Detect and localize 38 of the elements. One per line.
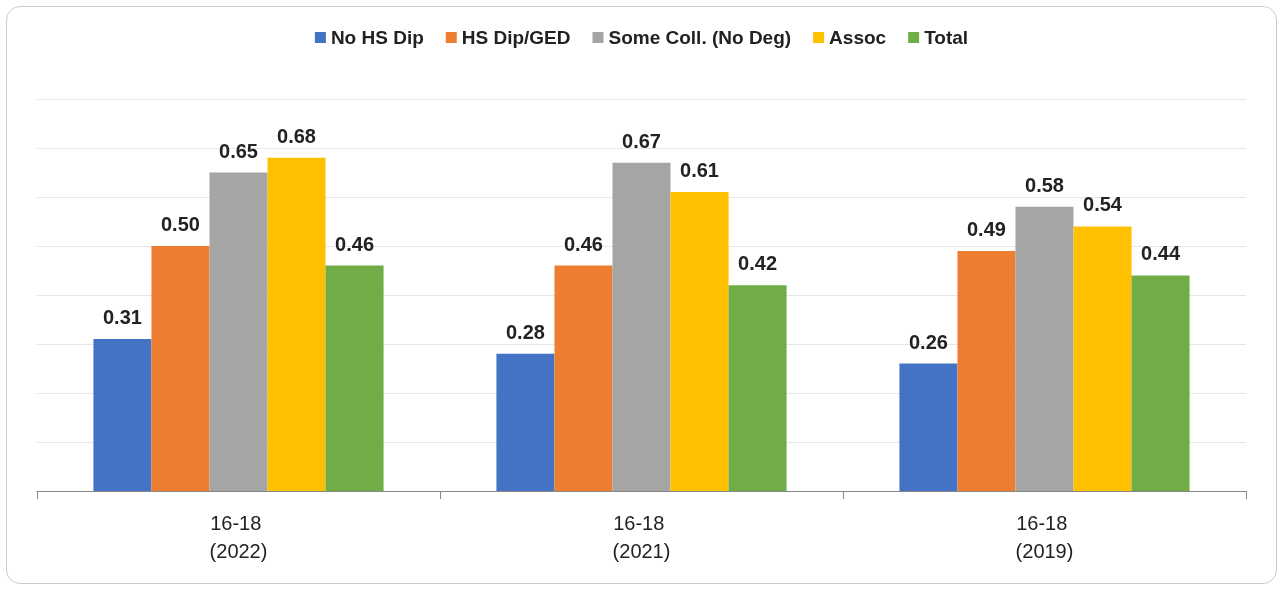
- data-label: 0.31: [102, 306, 142, 329]
- legend-label: No HS Dip: [330, 27, 424, 48]
- data-label: 0.46: [335, 232, 375, 255]
- legend-label: HS Dip/GED: [461, 27, 571, 48]
- bar: [267, 157, 326, 491]
- x-tick-label: 16-18 (2021): [612, 512, 671, 562]
- data-label: 0.58: [1025, 173, 1064, 196]
- bar: [1015, 206, 1074, 491]
- bar: [899, 363, 958, 491]
- data-label: 0.65: [219, 139, 258, 162]
- x-tick-label: 16-18 (2022): [209, 512, 268, 562]
- bar: [496, 353, 555, 491]
- data-label: 0.46: [564, 232, 603, 255]
- data-label: 0.50: [161, 213, 200, 235]
- data-label: 0.68: [277, 124, 316, 147]
- x-tick-label: 16-18 (2019): [1015, 512, 1074, 562]
- bar: [151, 246, 210, 491]
- data-label: 0.26: [908, 330, 948, 353]
- bar: [957, 250, 1016, 491]
- legend-label: Some Coll. (No Deg): [608, 27, 792, 48]
- bar: [209, 172, 268, 491]
- bar: [325, 265, 384, 491]
- bar: [1131, 275, 1190, 491]
- data-label: 0.61: [680, 159, 719, 182]
- data-label: 0.42: [738, 252, 778, 275]
- legend-label: Assoc: [829, 27, 887, 48]
- bar: [554, 265, 613, 491]
- data-label: 0.28: [505, 320, 545, 343]
- data-label: 0.49: [967, 217, 1006, 240]
- bar: [728, 285, 787, 491]
- bar: [1073, 226, 1132, 491]
- data-label: 0.67: [622, 129, 661, 152]
- legend-label: Total: [924, 27, 969, 48]
- data-label: 0.54: [1083, 193, 1123, 216]
- bar: [93, 339, 152, 491]
- bar: [670, 192, 729, 491]
- data-label: 0.44: [1141, 242, 1181, 265]
- bar: [612, 162, 671, 491]
